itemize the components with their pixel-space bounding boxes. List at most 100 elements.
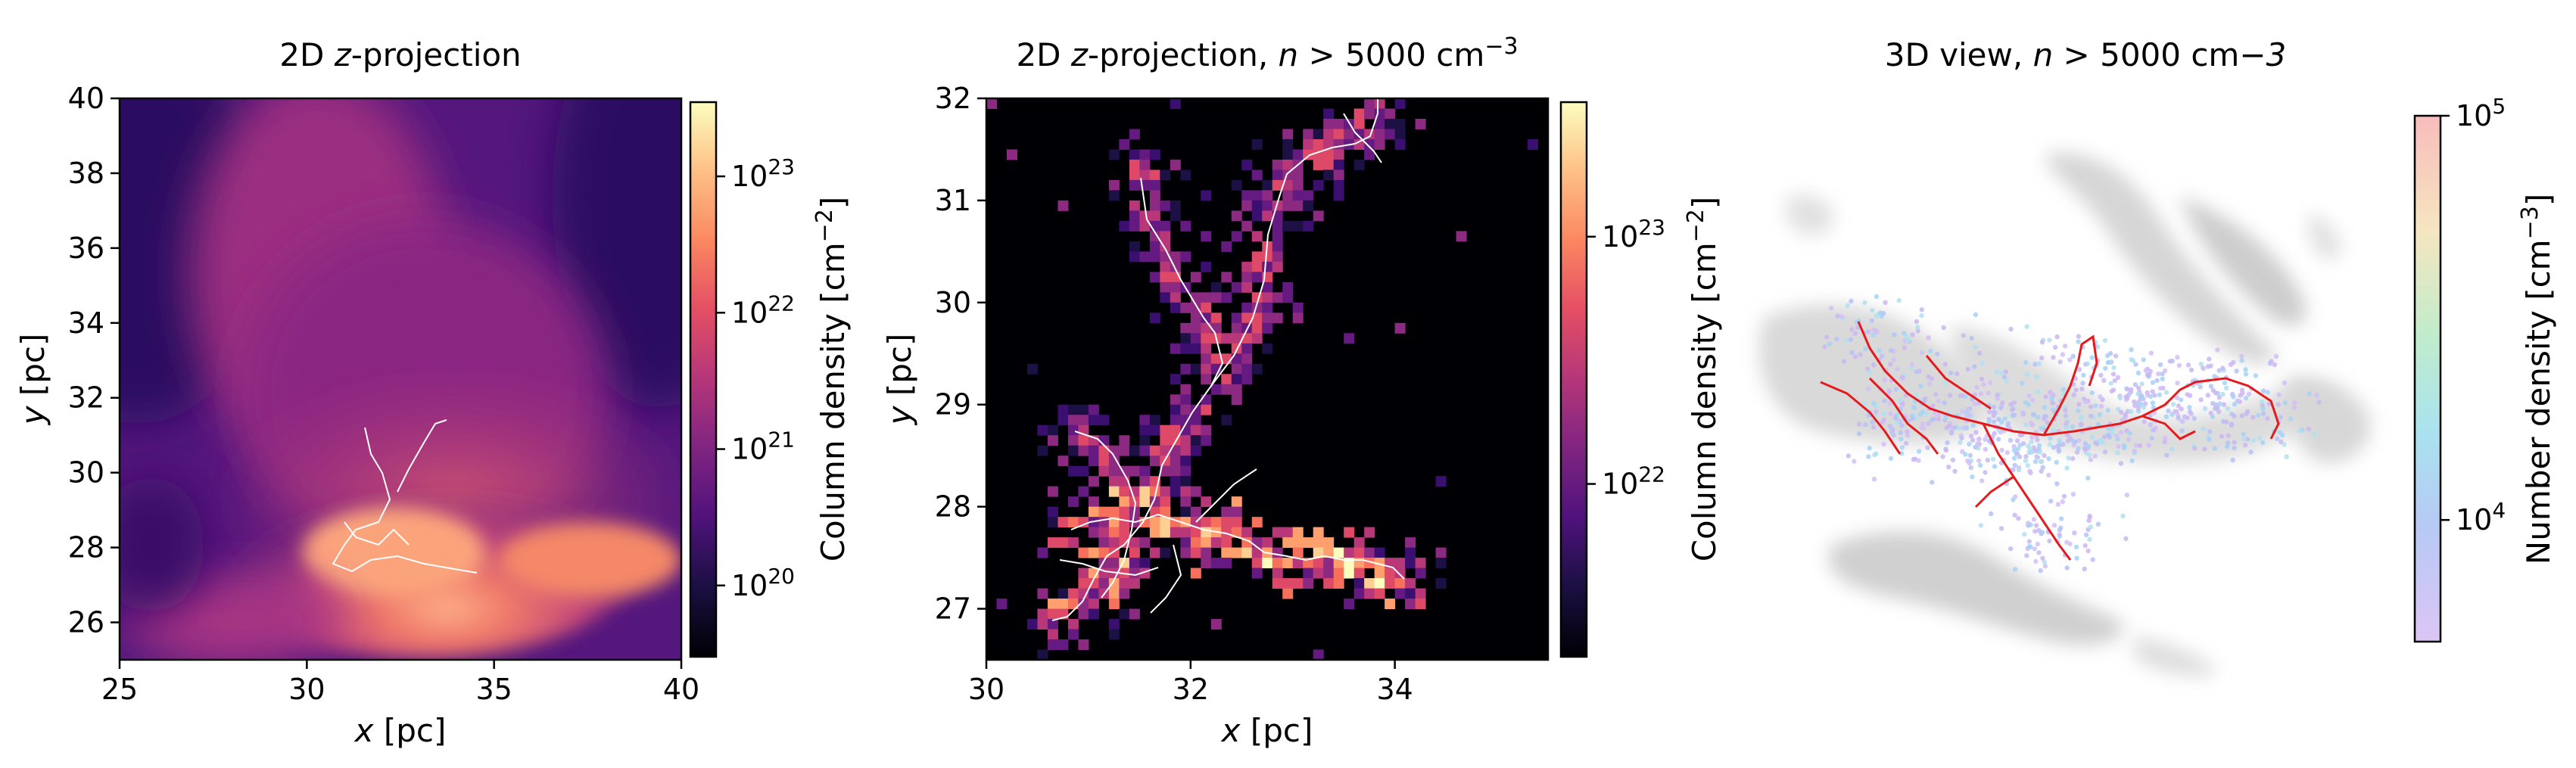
panel2-pixel	[1231, 517, 1242, 528]
panel3-particle	[2054, 481, 2060, 487]
panel3-particle	[2133, 362, 2138, 367]
panel3-particle	[1970, 474, 1975, 480]
panel2-pixel	[1047, 506, 1058, 518]
panel2-pixel	[1119, 435, 1130, 446]
panel2-pixel	[1119, 517, 1130, 528]
panel2-pixel	[1190, 527, 1201, 538]
panel2-filaments	[1051, 98, 1405, 621]
panel3-particle	[2150, 400, 2156, 406]
panel2-pixel	[1088, 547, 1099, 558]
panel3-particle	[1834, 337, 1839, 342]
panel2-pixel	[1088, 608, 1099, 620]
panel3-particle	[2023, 400, 2029, 406]
panel3-particle	[2071, 392, 2077, 397]
panel3-particle	[2076, 367, 2082, 372]
panel3-particle	[2115, 450, 2120, 456]
panel3-particle	[2208, 384, 2214, 389]
panel3-particle	[2185, 362, 2191, 368]
panel2-pixel	[1435, 558, 1447, 569]
panel2-pixel	[1129, 169, 1140, 181]
panel3-particle	[1898, 397, 1903, 403]
panel2-pixel	[1160, 424, 1171, 436]
panel3-particle	[2135, 391, 2141, 396]
panel2-pixel	[1067, 424, 1079, 436]
panel2-pixel	[1333, 129, 1344, 140]
panel2-pixel	[1139, 159, 1151, 170]
panel3-particle	[2023, 458, 2029, 464]
panel3-particle	[2179, 428, 2185, 434]
panel2-pixel	[1282, 169, 1294, 181]
panel2-pixel	[1180, 445, 1191, 456]
panel3-particle	[2265, 390, 2270, 395]
panel3-particle	[1961, 333, 1966, 338]
panel3-particle	[2175, 355, 2180, 360]
panel3-particle	[2136, 385, 2141, 390]
panel3-particle	[1882, 378, 1887, 383]
panel3-particle	[2291, 405, 2297, 410]
panel3-particle	[2002, 416, 2008, 421]
panel2-pixel	[1303, 567, 1314, 579]
panel2-pixel	[1221, 506, 1232, 518]
panel2-pixel	[1078, 567, 1089, 579]
panel3-particle	[1926, 335, 1931, 340]
panel2-pixel	[1394, 129, 1406, 140]
panel2-pixel	[1231, 312, 1242, 324]
panel2-pixel	[1231, 506, 1242, 518]
panel2-pixel	[1149, 445, 1160, 456]
panel2-pixel	[1201, 292, 1212, 303]
panel3-particle	[2087, 536, 2092, 542]
panel2-pixel	[1149, 179, 1160, 191]
panel3-particle	[2232, 445, 2237, 451]
panel3-particle	[2275, 402, 2281, 407]
panel3-particle	[2098, 372, 2104, 378]
panel2-pixel	[1067, 435, 1079, 446]
panel3-particle	[2089, 434, 2095, 440]
panel2-pixel	[1180, 394, 1191, 406]
panel3-particle	[1835, 313, 1840, 319]
panel3-particle	[1880, 310, 1886, 316]
panel3-particle	[2027, 446, 2032, 451]
panel2-pixel	[1323, 578, 1335, 589]
panel3-particle	[2267, 361, 2273, 366]
panel2-pixel	[1180, 547, 1191, 558]
panel3-particle	[2088, 457, 2094, 462]
panel3-particle	[2085, 548, 2091, 554]
panel2-filament	[1343, 113, 1382, 163]
panel3-particle	[1958, 426, 1963, 431]
panel3-particle	[1905, 429, 1910, 434]
panel2-pixel	[1344, 547, 1355, 558]
panel2-pixel	[1374, 129, 1385, 140]
panel2-pixel	[1313, 129, 1324, 140]
panel2-pixel	[1201, 517, 1212, 528]
panel3-particle	[1866, 454, 1871, 459]
panel2-pixel	[1344, 333, 1355, 344]
panel2-pixel	[1170, 98, 1181, 109]
panel3-particle	[2012, 462, 2017, 468]
panel2-pixel	[1190, 506, 1201, 518]
panel3-particle	[2224, 444, 2230, 449]
panel2-pixel	[1435, 547, 1447, 558]
panel3-particle	[2170, 446, 2175, 452]
panel2-pixel	[1231, 333, 1242, 344]
panel3-particle	[2191, 415, 2197, 421]
panel3-particle	[2110, 372, 2117, 377]
panel3-particle	[2023, 359, 2029, 365]
panel2-pixel	[1078, 404, 1089, 415]
panel2-pixel	[1057, 404, 1069, 415]
panel2-pixel	[1170, 527, 1181, 538]
panel2-pixel	[1210, 619, 1222, 630]
panel2-pixel	[1221, 558, 1232, 569]
panel2-pixel	[1067, 629, 1079, 640]
panel3-particle	[2132, 382, 2138, 387]
panel3-particle	[1950, 457, 1956, 463]
panel3-particle	[2008, 326, 2014, 332]
panel3-particle	[1870, 332, 1876, 337]
panel3-particle	[1852, 354, 1858, 359]
panel2-pixel	[1272, 547, 1283, 558]
panel2-pixel	[1231, 547, 1242, 558]
panel3-particle	[2156, 371, 2161, 377]
panel3-particle	[2048, 436, 2053, 441]
panel3-particle	[1862, 300, 1867, 306]
panel3-particle	[1874, 294, 1880, 300]
panel2-pixel	[1385, 118, 1396, 129]
